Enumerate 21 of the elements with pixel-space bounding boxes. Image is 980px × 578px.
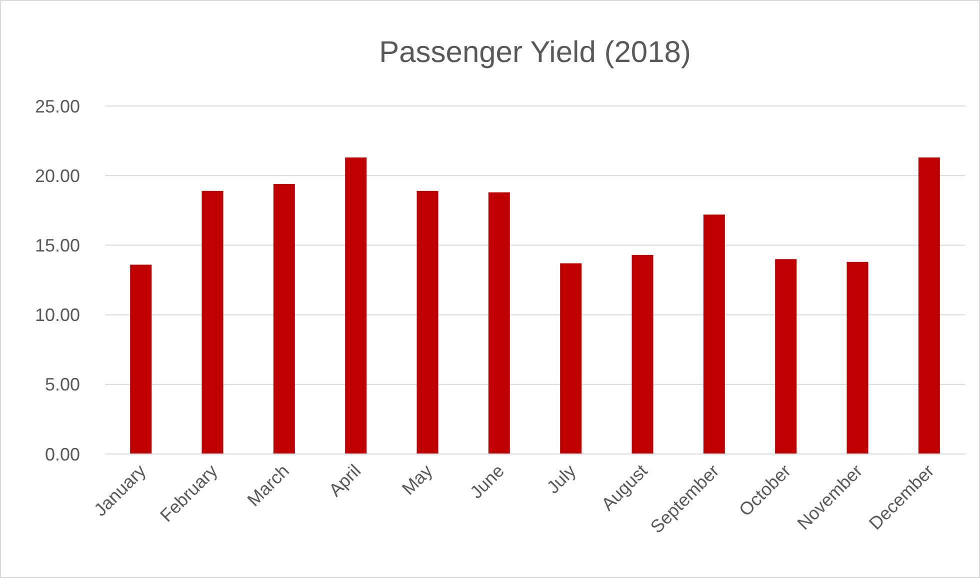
bar [345,158,367,454]
bar [488,192,510,454]
bar [775,259,797,454]
y-tick-label: 10.00 [34,305,80,326]
x-tick-label: May [398,460,436,499]
x-tick-label: July [542,460,580,498]
chart-title: Passenger Yield (2018) [379,36,691,69]
y-tick-label: 15.00 [34,236,80,256]
bar [918,158,940,454]
bar [632,254,654,454]
y-tick-label: 25.00 [34,96,80,116]
bar [273,184,295,454]
bar [416,190,438,454]
y-tick-label: 5.00 [44,374,80,395]
bar [846,262,868,454]
y-tick-label: 0.00 [44,444,80,464]
bar [130,264,152,454]
bar [560,263,582,454]
y-tick-label: 20.00 [34,166,80,186]
bar [202,190,224,454]
bar [703,214,725,454]
